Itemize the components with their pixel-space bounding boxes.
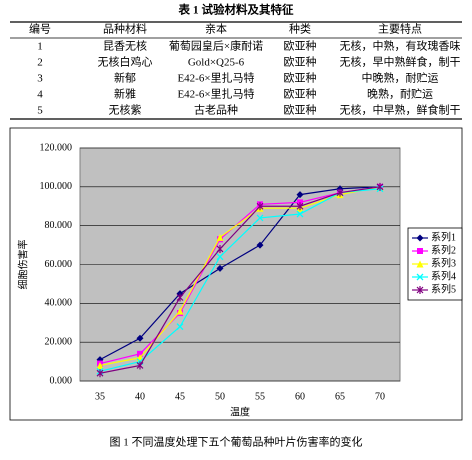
table-cell: 古老品种: [194, 103, 238, 117]
table-cell: 无核，中早熟，鲜食制干: [340, 103, 461, 117]
point: [256, 241, 264, 249]
y-axis-label: 细胞伤害率: [16, 240, 29, 290]
x-tick-label: 65: [335, 391, 345, 402]
legend-marker: [416, 273, 424, 281]
point: [336, 188, 344, 197]
point: [136, 361, 144, 370]
point: [216, 264, 224, 272]
y-tick-label: 80.000: [45, 220, 73, 231]
table-cell: 欧亚种: [284, 103, 317, 117]
point: [136, 334, 144, 342]
point: [176, 323, 184, 331]
y-tick-label: 100.000: [40, 181, 73, 192]
table-cell: 无核，早中熟鲜食，制干: [340, 55, 461, 69]
table-cell: 新雅: [114, 87, 136, 101]
table-header: 亲本: [205, 22, 227, 36]
table-cell: 欧亚种: [284, 55, 317, 69]
point: [176, 307, 184, 315]
table-cell: 昆香无核: [103, 39, 147, 53]
series-line: [99, 186, 381, 361]
point: [256, 202, 264, 211]
table-cell: 无核，中熟，有玫瑰香味: [340, 39, 461, 53]
table-cell: 中晚熟，耐贮运: [362, 71, 439, 85]
x-axis-label: 温度: [230, 405, 250, 418]
table-cell: 1: [37, 41, 43, 53]
point: [216, 244, 224, 253]
legend-marker: [416, 286, 424, 294]
point: [137, 350, 143, 357]
table-cell: 欧亚种: [284, 71, 317, 85]
table-cell: 无核白鸡心: [98, 55, 153, 69]
table-cell: 4: [37, 89, 43, 101]
x-tick-label: 35: [95, 391, 105, 402]
point: [216, 253, 224, 261]
x-tick-label: 40: [135, 391, 145, 402]
table-header: 主要特点: [378, 22, 422, 36]
point: [256, 214, 264, 222]
point: [176, 293, 184, 302]
legend-label: 系列1: [431, 230, 456, 243]
table-caption: 表 1 试验材料及其特征: [178, 3, 294, 17]
table-header: 种类: [289, 22, 311, 36]
table-cell: 晚熟，耐贮运: [367, 87, 433, 101]
legend-label: 系列3: [431, 256, 456, 269]
table-header: 编号: [29, 22, 51, 36]
point: [96, 369, 104, 378]
legend-label: 系列2: [431, 243, 456, 256]
x-tick-label: 55: [255, 391, 265, 402]
table-cell: E42-6×里扎马特: [177, 87, 254, 101]
table-cell: 葡萄园皇后×康耐诺: [169, 39, 263, 53]
table-cell: 新郁: [114, 71, 136, 85]
series-line: [99, 188, 381, 372]
point: [296, 191, 304, 199]
y-tick-label: 60.000: [45, 259, 73, 270]
legend-label: 系列5: [431, 282, 456, 295]
point: [296, 202, 304, 211]
point: [216, 233, 224, 241]
x-tick-label: 60: [295, 391, 305, 402]
x-tick-label: 50: [215, 391, 225, 402]
table-cell: 3: [37, 73, 43, 85]
y-tick-label: 20.000: [45, 336, 73, 347]
point: [296, 210, 304, 218]
legend-marker: [416, 260, 424, 268]
legend-marker: [417, 248, 423, 254]
series-line: [99, 186, 381, 365]
y-tick-label: 40.000: [45, 298, 73, 309]
table-cell: E42-6×里扎马特: [177, 71, 254, 85]
series-line: [99, 186, 381, 374]
point: [376, 182, 384, 191]
x-tick-label: 70: [375, 391, 385, 402]
legend-marker: [416, 234, 424, 242]
y-tick-label: 0.000: [50, 375, 73, 386]
table-header: 品种材料: [103, 22, 147, 36]
point: [96, 361, 104, 369]
table-cell: Gold×Q25-6: [188, 57, 245, 69]
figure-caption: 图 1 不同温度处理下五个葡萄品种叶片伤害率的变化: [110, 435, 363, 449]
table-cell: 欧亚种: [284, 87, 317, 101]
table-cell: 2: [37, 57, 43, 69]
table-cell: 5: [37, 105, 43, 117]
table-cell: 无核紫: [109, 103, 142, 117]
x-tick-label: 45: [175, 391, 185, 402]
table-cell: 欧亚种: [284, 39, 317, 53]
y-tick-label: 120.000: [40, 142, 73, 153]
legend-label: 系列4: [431, 269, 456, 282]
